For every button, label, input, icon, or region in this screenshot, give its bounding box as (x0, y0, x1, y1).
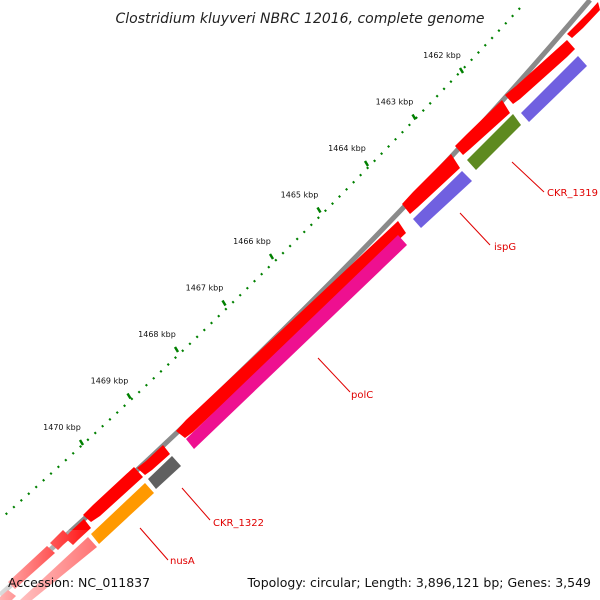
gene-track (0, 56, 587, 600)
ruler-tick-label: 1467 kbp (186, 284, 224, 293)
cds-feature[interactable] (137, 445, 170, 475)
cds-feature[interactable] (505, 40, 575, 104)
ruler-tick-label: 1463 kbp (376, 98, 414, 107)
ruler-tick (78, 439, 85, 446)
gene-label-ispG[interactable]: ispG (494, 242, 516, 253)
topology-label: Topology: (247, 575, 307, 590)
cds-feature[interactable] (176, 221, 406, 438)
ruler-tick (126, 392, 132, 400)
gene-labels: CKR_1319 ispG polC CKR_1322 nusA (170, 188, 598, 567)
ruler-tick-label: 1462 kbp (423, 51, 461, 60)
ruler-dotted-line (4, 7, 521, 516)
gene-ispG-feature[interactable] (413, 171, 472, 228)
map-title: Clostridium kluyveri NBRC 12016, complet… (115, 11, 484, 27)
ruler-tick (268, 253, 275, 260)
length-value: 3,896,121 bp (415, 575, 500, 590)
topology-value: circular (310, 575, 357, 590)
accession-text: Accession: NC_011837 (8, 575, 150, 590)
gene-label-polC[interactable]: polC (351, 390, 373, 401)
gene-CKR_1319-feature[interactable] (467, 114, 521, 170)
ruler-ticks: 1462 kbp 1463 kbp 1464 kbp 1465 kbp 1466 kbp… (43, 51, 465, 446)
accession-label: Accession: (8, 575, 75, 590)
gene-nusA-feature[interactable] (91, 483, 154, 544)
gene-label-CKR_1319[interactable]: CKR_1319 (547, 188, 598, 199)
ruler-tick-label: 1468 kbp (138, 330, 176, 339)
accession-value: NC_011837 (78, 575, 151, 590)
ruler-tick (316, 206, 322, 214)
ruler-tick (363, 160, 370, 167)
ruler-tick (411, 113, 417, 121)
genome-stats: Topology: circular; Length: 3,896,121 bp… (247, 575, 591, 590)
ruler-tick-label: 1470 kbp (43, 423, 81, 432)
ruler-tick (458, 67, 465, 74)
genes-value: 3,549 (555, 575, 591, 590)
cds-feature[interactable] (83, 467, 143, 522)
length-label: Length: (364, 575, 412, 590)
gene-ispG-feature[interactable] (521, 56, 587, 122)
ruler-tick-label: 1465 kbp (281, 191, 319, 200)
ruler-tick-label: 1466 kbp (233, 237, 271, 246)
cds-feature[interactable] (567, 2, 600, 38)
gene-polC-feature[interactable] (186, 235, 407, 449)
gene-label-nusA[interactable]: nusA (170, 556, 195, 567)
cds-feature[interactable] (455, 100, 510, 155)
ruler-tick (221, 299, 227, 307)
ruler-tick-label: 1469 kbp (91, 377, 129, 386)
label-leaders (139, 161, 545, 561)
gene-label-CKR_1322[interactable]: CKR_1322 (213, 518, 264, 529)
gene-CKR_1322-feature[interactable] (148, 456, 181, 489)
genes-label: Genes: (507, 575, 552, 590)
ruler-tick (173, 346, 180, 353)
cds-feature[interactable] (402, 154, 460, 214)
ruler-tick-label: 1464 kbp (328, 144, 366, 153)
fade-overlay (0, 530, 100, 600)
